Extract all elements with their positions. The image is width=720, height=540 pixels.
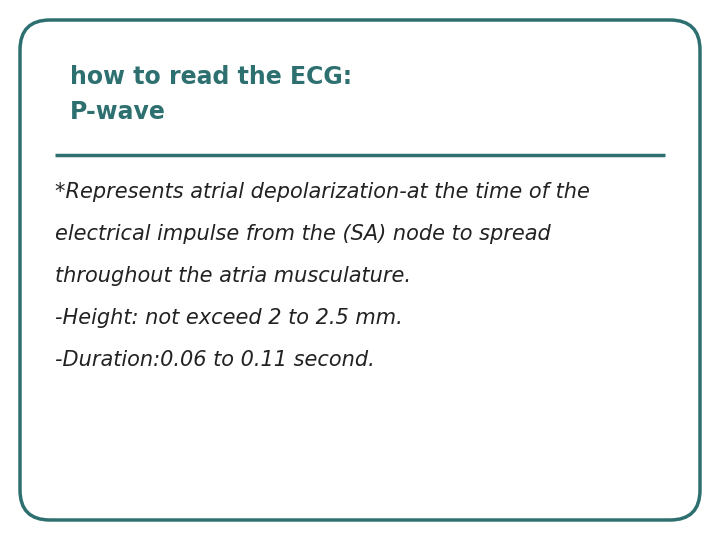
Text: -Duration:0.06 to 0.11 second.: -Duration:0.06 to 0.11 second. — [55, 350, 374, 370]
Text: throughout the atria musculature.: throughout the atria musculature. — [55, 266, 411, 286]
Text: -Height: not exceed 2 to 2.5 mm.: -Height: not exceed 2 to 2.5 mm. — [55, 308, 402, 328]
FancyBboxPatch shape — [20, 20, 700, 520]
Text: *Represents atrial depolarization-at the time of the: *Represents atrial depolarization-at the… — [55, 182, 590, 202]
Text: P-wave: P-wave — [70, 100, 166, 124]
Text: electrical impulse from the (SA) node to spread: electrical impulse from the (SA) node to… — [55, 224, 551, 244]
Text: how to read the ECG:: how to read the ECG: — [70, 65, 352, 89]
